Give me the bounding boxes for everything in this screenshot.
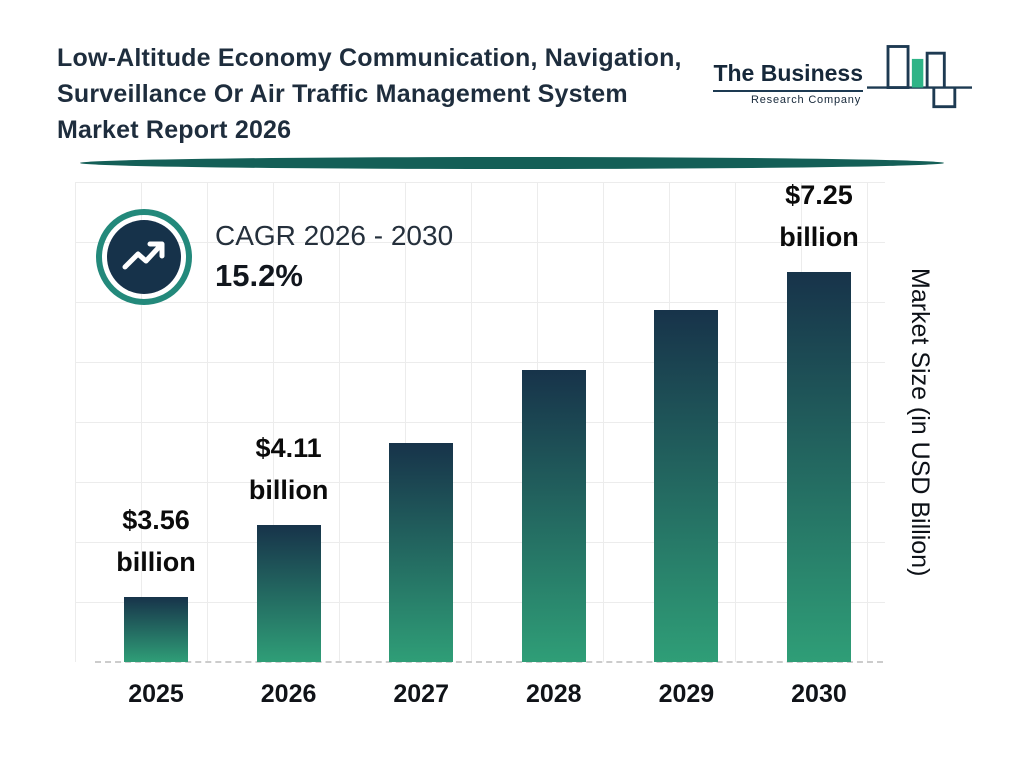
company-subname: Research Company: [750, 94, 861, 106]
cagr-label: CAGR 2026 - 2030: [215, 220, 454, 251]
bar-value-label-2030: $7.25 billion: [779, 180, 859, 252]
bar-column-2029: [630, 310, 742, 662]
x-axis-label-2029: 2029: [658, 680, 715, 708]
company-logo: The Business Research Company: [713, 42, 972, 114]
bar-chart: $3.56 billion $4.11 billion $7.25 billion: [100, 174, 875, 662]
x-axis-labels: 2025 2026 2027 2028 2029 2030: [100, 680, 875, 709]
bar-column-2027: [365, 443, 477, 662]
report-title-line: Market Report 2026: [57, 116, 292, 144]
x-axis-baseline: [95, 661, 883, 663]
report-title-line: Low-Altitude Economy Communication, Navi…: [57, 44, 682, 72]
company-name: The Business: [713, 60, 863, 92]
cagr-text: CAGR 2026 - 2030 15.2%: [215, 220, 453, 294]
bar-2025: [124, 597, 188, 662]
bar-column-2028: [498, 370, 610, 662]
divider-swoosh: [80, 157, 944, 169]
cagr-value: 15.2%: [215, 258, 303, 293]
report-title: Low-Altitude Economy Communication, Navi…: [57, 40, 757, 148]
x-axis-label-2025: 2025: [128, 680, 184, 708]
y-axis-title: Market Size (in USD Billion): [906, 267, 934, 577]
company-logo-text: The Business Research Company: [713, 42, 863, 106]
x-axis-label-2027: 2027: [393, 680, 449, 708]
x-axis-label-2030: 2030: [791, 680, 847, 708]
bar-2027: [389, 443, 454, 662]
bar-column-2025: $3.56 billion: [100, 499, 212, 662]
x-axis-label-2028: 2028: [525, 680, 582, 708]
trend-up-icon: [96, 209, 192, 305]
report-title-line: Surveillance Or Air Traffic Management S…: [57, 80, 628, 108]
chart-gridlines: [75, 182, 885, 662]
x-axis-label-2026: 2026: [260, 680, 317, 708]
bar-2029: [654, 310, 719, 662]
bar-column-2030: $7.25 billion: [763, 174, 875, 662]
bar-2028: [521, 370, 586, 662]
bar-value-label-2026: $4.11 billion: [248, 433, 329, 505]
bar-column-2026: $4.11 billion: [233, 427, 345, 662]
bar-2030: [786, 272, 851, 662]
bar-value-label-2025: $3.56 billion: [116, 505, 196, 577]
cagr-callout: CAGR 2026 - 2030 15.2%: [95, 208, 453, 306]
logo-bar-chart-icon: [867, 45, 972, 109]
bar-2026: [256, 525, 321, 662]
